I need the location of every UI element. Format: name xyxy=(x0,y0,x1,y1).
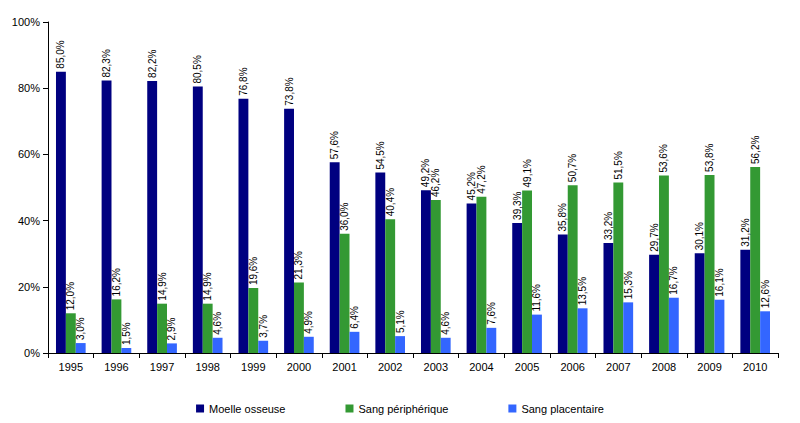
svg-text:1998: 1998 xyxy=(195,361,219,373)
svg-text:73,8%: 73,8% xyxy=(284,77,295,105)
svg-text:35,8%: 35,8% xyxy=(557,203,568,231)
svg-text:2005: 2005 xyxy=(515,361,539,373)
svg-text:40%: 40% xyxy=(18,215,40,227)
svg-text:12,6%: 12,6% xyxy=(760,280,771,308)
svg-text:53,8%: 53,8% xyxy=(704,143,715,171)
svg-text:30,1%: 30,1% xyxy=(694,222,705,250)
svg-text:76,8%: 76,8% xyxy=(238,67,249,95)
svg-text:2008: 2008 xyxy=(652,361,676,373)
svg-text:31,2%: 31,2% xyxy=(740,218,751,246)
svg-text:11,6%: 11,6% xyxy=(531,284,542,312)
svg-text:2003: 2003 xyxy=(424,361,448,373)
svg-text:82,2%: 82,2% xyxy=(147,49,158,77)
svg-text:50,7%: 50,7% xyxy=(567,154,578,182)
svg-text:40,4%: 40,4% xyxy=(385,188,396,216)
svg-text:13,5%: 13,5% xyxy=(577,277,588,305)
svg-text:47,2%: 47,2% xyxy=(476,165,487,193)
svg-text:2000: 2000 xyxy=(287,361,311,373)
svg-text:2,9%: 2,9% xyxy=(166,317,177,340)
svg-text:39,3%: 39,3% xyxy=(512,191,523,219)
svg-text:2010: 2010 xyxy=(743,361,767,373)
svg-text:53,6%: 53,6% xyxy=(658,144,669,172)
svg-text:45,2%: 45,2% xyxy=(466,172,478,201)
svg-text:14,9%: 14,9% xyxy=(157,272,168,300)
svg-text:5,1%: 5,1% xyxy=(395,310,406,333)
svg-text:2009: 2009 xyxy=(697,361,721,373)
svg-text:49,1%: 49,1% xyxy=(522,159,533,187)
svg-text:15,3%: 15,3% xyxy=(623,271,634,299)
svg-text:33,2%: 33,2% xyxy=(603,212,614,240)
svg-text:4,6%: 4,6% xyxy=(212,312,223,335)
svg-text:4,6%: 4,6% xyxy=(440,312,451,335)
svg-text:2004: 2004 xyxy=(469,361,493,373)
svg-text:1,5%: 1,5% xyxy=(121,322,132,345)
svg-text:2001: 2001 xyxy=(332,361,356,373)
svg-text:100%: 100% xyxy=(12,16,40,28)
svg-text:2007: 2007 xyxy=(606,361,630,373)
svg-text:54,5%: 54,5% xyxy=(375,141,386,169)
svg-text:57,6%: 57,6% xyxy=(329,131,340,159)
svg-text:3,7%: 3,7% xyxy=(258,315,269,338)
svg-text:29,7%: 29,7% xyxy=(649,223,660,251)
svg-text:2002: 2002 xyxy=(378,361,402,373)
svg-text:4,9%: 4,9% xyxy=(303,311,314,334)
svg-text:0%: 0% xyxy=(24,347,40,359)
svg-text:20%: 20% xyxy=(18,281,40,293)
svg-text:21,3%: 21,3% xyxy=(293,251,304,279)
svg-text:56,2%: 56,2% xyxy=(750,136,761,164)
svg-text:1997: 1997 xyxy=(150,361,174,373)
svg-text:1995: 1995 xyxy=(59,361,83,373)
svg-text:80,5%: 80,5% xyxy=(192,55,203,83)
svg-text:46,2%: 46,2% xyxy=(430,169,441,197)
svg-text:6,4%: 6,4% xyxy=(349,306,360,329)
svg-text:14,9%: 14,9% xyxy=(202,272,213,300)
svg-text:Sang placentaire: Sang placentaire xyxy=(521,403,604,415)
svg-text:1996: 1996 xyxy=(104,361,128,373)
svg-text:Moelle osseuse: Moelle osseuse xyxy=(209,403,285,415)
svg-text:19,6%: 19,6% xyxy=(248,257,259,285)
svg-text:51,5%: 51,5% xyxy=(613,151,624,179)
svg-text:82,3%: 82,3% xyxy=(101,49,112,77)
svg-text:16,7%: 16,7% xyxy=(668,266,679,294)
svg-text:1999: 1999 xyxy=(241,361,265,373)
svg-text:85,0%: 85,0% xyxy=(55,40,66,68)
svg-text:49,2%: 49,2% xyxy=(420,158,432,188)
svg-text:12,0%: 12,0% xyxy=(65,282,76,310)
svg-text:16,2%: 16,2% xyxy=(111,268,122,296)
svg-text:3,0%: 3,0% xyxy=(75,317,86,340)
svg-text:Sang périphérique: Sang périphérique xyxy=(358,403,448,415)
svg-text:60%: 60% xyxy=(18,148,40,160)
svg-text:36,0%: 36,0% xyxy=(339,202,350,230)
svg-text:7,6%: 7,6% xyxy=(486,302,497,325)
svg-text:16,1%: 16,1% xyxy=(714,268,725,296)
svg-text:2006: 2006 xyxy=(560,361,584,373)
svg-text:80%: 80% xyxy=(18,82,40,94)
